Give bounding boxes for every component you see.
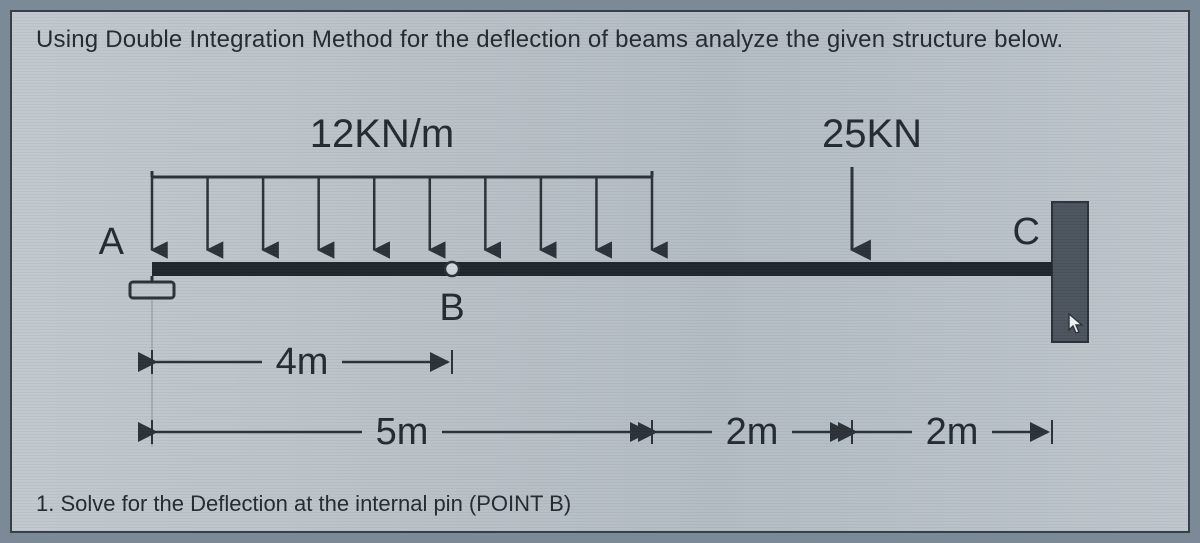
screen: Using Double Integration Method for the … xyxy=(10,10,1190,533)
cursor-icon xyxy=(1067,312,1087,334)
point-load-label: 25KN xyxy=(822,112,922,156)
dim-2m-b: 2m xyxy=(926,411,979,453)
node-C-label: C xyxy=(1013,211,1040,253)
frame: Using Double Integration Method for the … xyxy=(0,0,1200,543)
udl-label: 12KN/m xyxy=(310,112,455,156)
question-1: 1. Solve for the Deflection at the inter… xyxy=(36,491,571,517)
dim-2m-a: 2m xyxy=(726,411,779,453)
beam xyxy=(152,262,1052,276)
dim-4m: 4m xyxy=(276,341,329,383)
node-A-label: A xyxy=(99,221,125,263)
node-B-label: B xyxy=(439,287,464,329)
dim-5m: 5m xyxy=(376,411,429,453)
beam-diagram: 12KN/m 25KN A B C 4m 5m 2m 2m xyxy=(12,12,1188,531)
roller-support-A xyxy=(130,282,174,298)
internal-pin-B xyxy=(445,262,459,276)
